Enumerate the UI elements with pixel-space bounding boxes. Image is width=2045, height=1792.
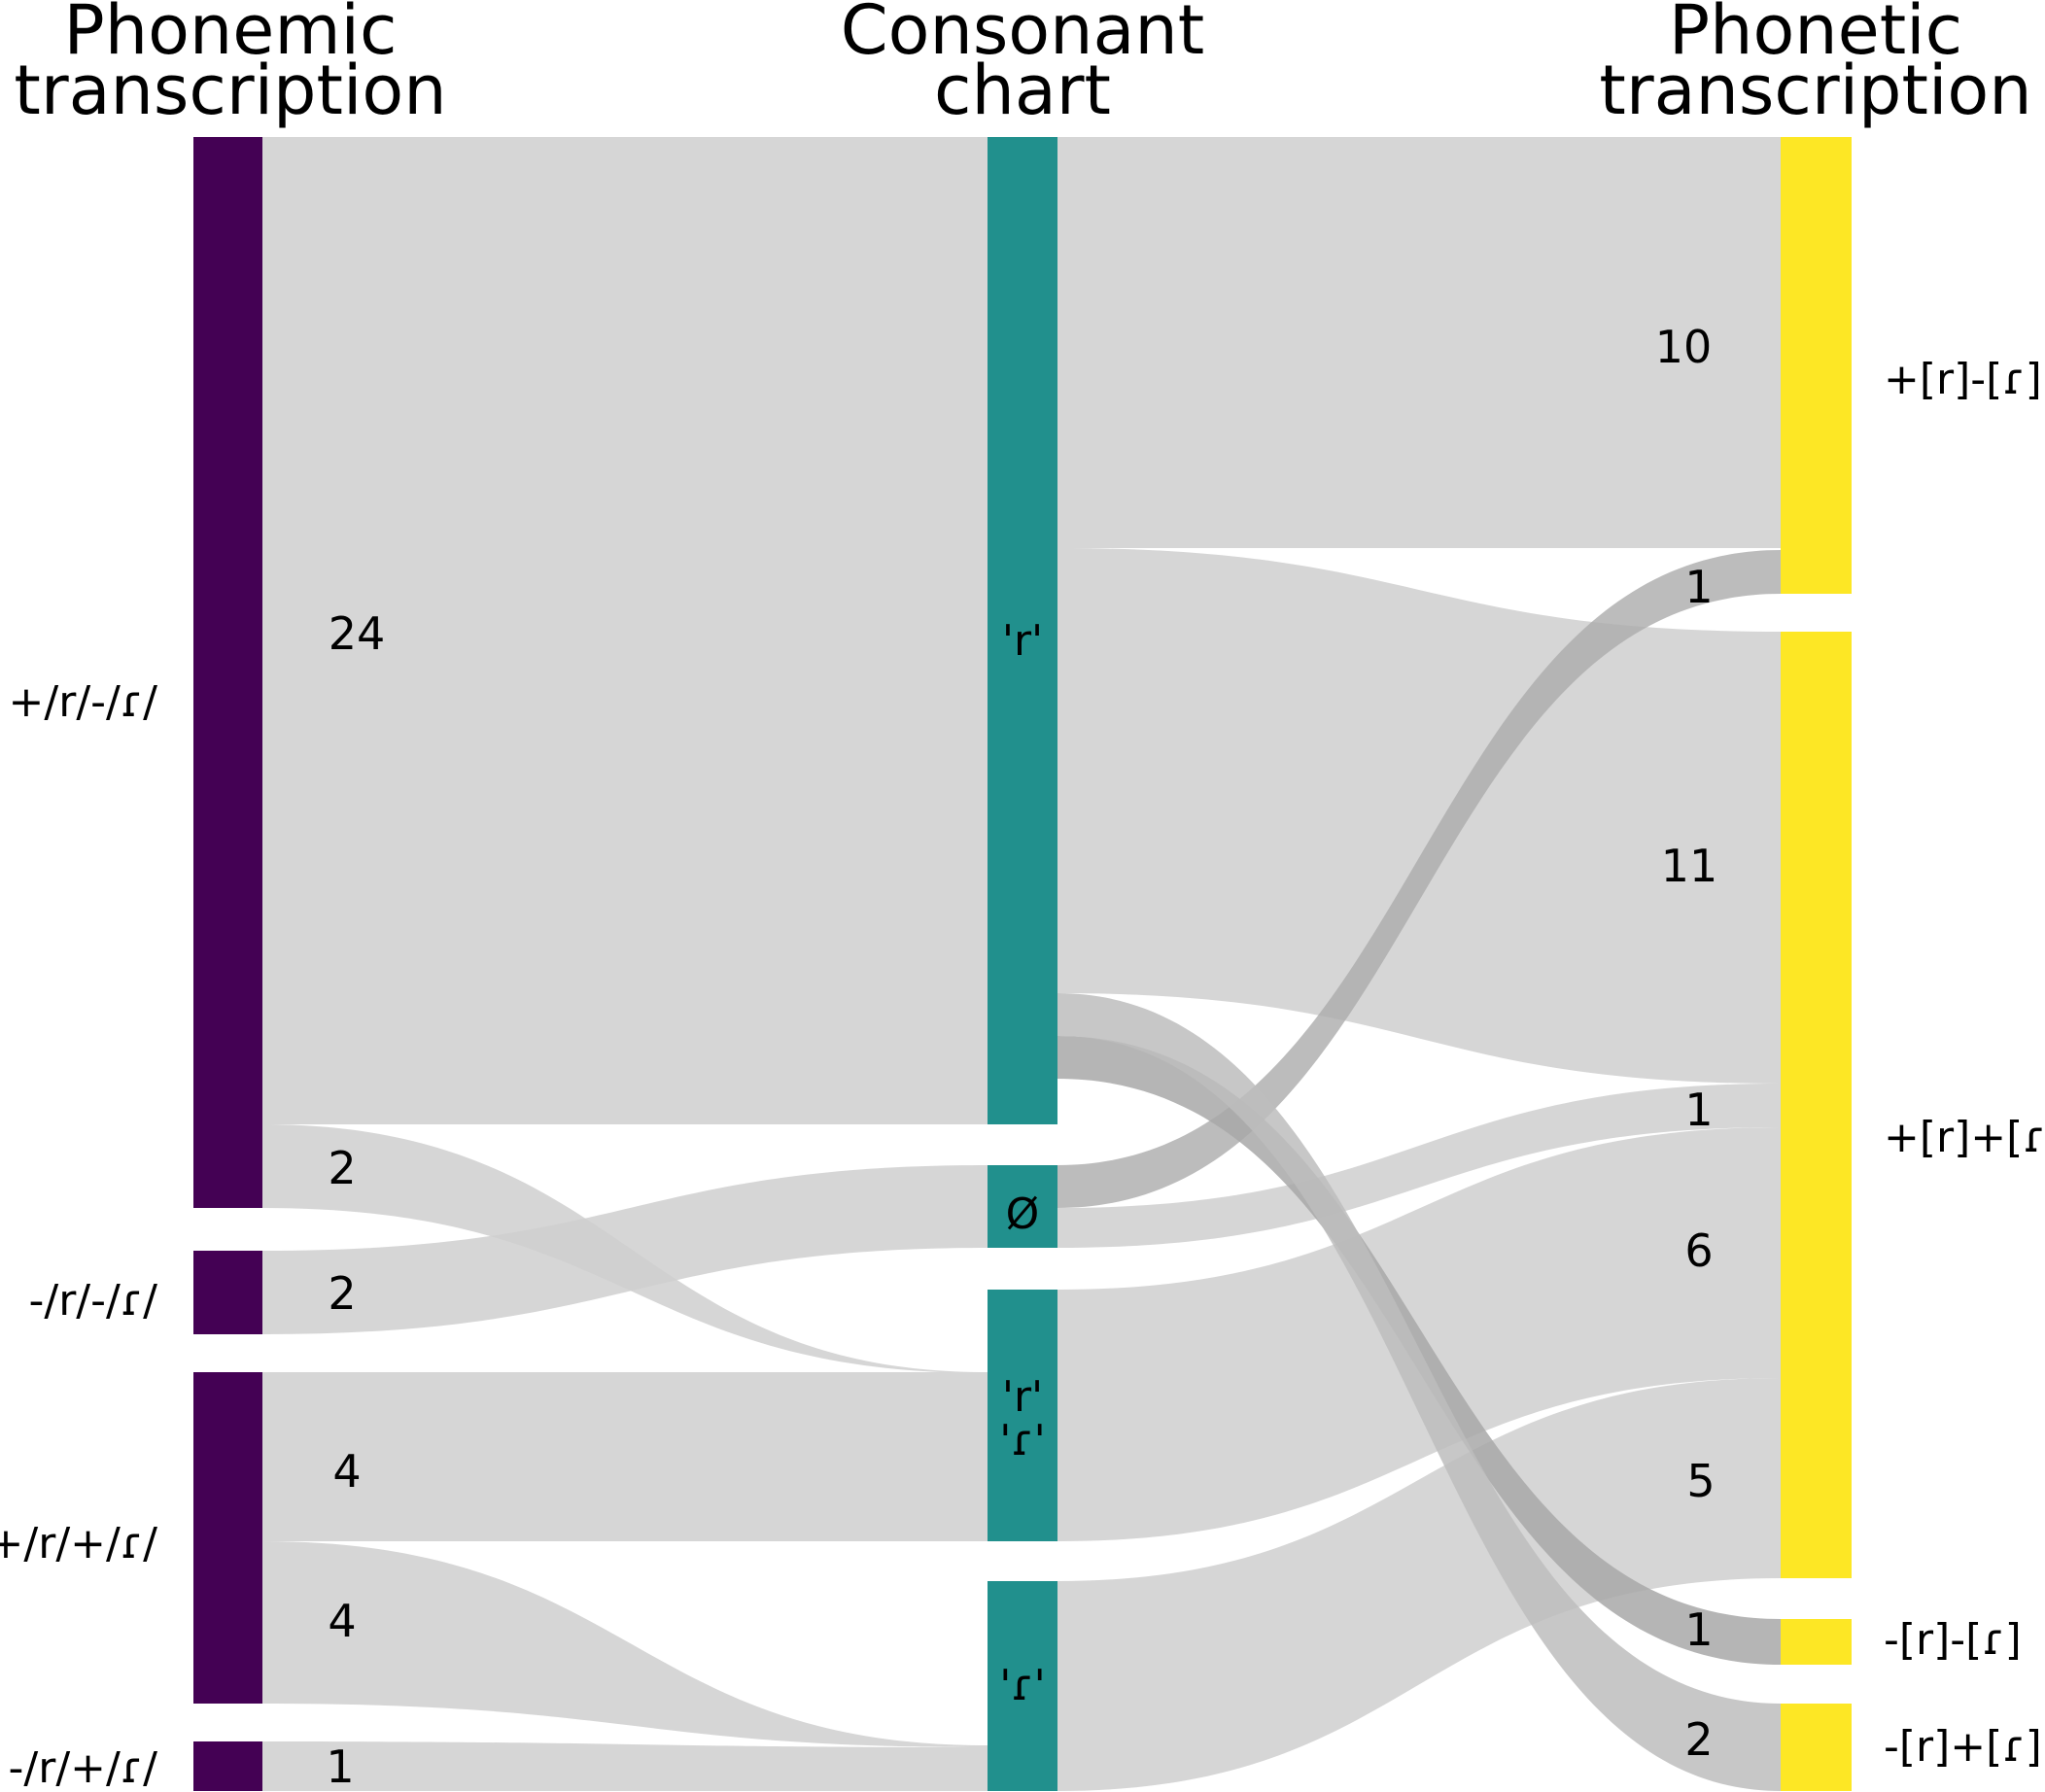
flow-value-label: 10	[1655, 321, 1713, 373]
middle-node-label: 'ɾ'	[999, 1416, 1046, 1465]
right-node-4	[1781, 1704, 1852, 1791]
flow-link	[262, 1741, 988, 1791]
flow-value-labels-left: 24 2 2 4 4 1	[326, 607, 385, 1792]
left-column-title-line1: Phonemic	[64, 0, 398, 70]
flow-value-label: 1	[1684, 1603, 1713, 1656]
flow-value-label: 2	[328, 1142, 356, 1194]
left-column-title-line2: transcription	[14, 51, 446, 130]
flow-value-label: 6	[1684, 1224, 1713, 1277]
left-node-3	[193, 1372, 262, 1704]
left-node-2	[193, 1251, 262, 1334]
flow-link	[1057, 1084, 1781, 1248]
flows-middle-to-right	[1057, 137, 1781, 1791]
right-column-title-line2: transcription	[1599, 51, 2031, 130]
column-titles: Phonemic transcription Consonant chart P…	[14, 0, 2031, 130]
flow-link	[262, 1541, 988, 1747]
middle-node-1	[988, 137, 1057, 1124]
flow-link	[1057, 550, 1781, 1208]
flow-link	[262, 1165, 988, 1334]
right-node-1	[1781, 137, 1852, 594]
middle-node-2	[988, 1165, 1057, 1248]
flows-left-to-middle	[262, 137, 988, 1791]
flow-value-label: 1	[326, 1740, 354, 1792]
middle-node-4	[988, 1581, 1057, 1791]
flow-link	[1057, 137, 1781, 548]
flow-value-label: 1	[1684, 561, 1713, 613]
flow-value-label: 2	[328, 1267, 356, 1320]
right-node-3	[1781, 1619, 1852, 1665]
flow-link	[1057, 1378, 1781, 1791]
left-node-label: +/r/+/ɾ/	[0, 1519, 157, 1568]
flow-value-label: 24	[329, 607, 386, 660]
flow-value-labels-right: 10 1 11 1 6 5 1 2	[1655, 321, 1718, 1766]
flow-value-label: 4	[328, 1595, 356, 1647]
middle-nodes	[988, 137, 1057, 1791]
flow-value-label: 1	[1684, 1084, 1713, 1136]
flow-link	[1057, 548, 1781, 1084]
middle-node-label: 'ɾ'	[999, 1661, 1046, 1710]
left-node-labels: +/r/-/ɾ/ -/r/-/ɾ/ +/r/+/ɾ/ -/r/+/ɾ/	[0, 677, 157, 1792]
right-node-label: -[r]+[ɾ]	[1884, 1722, 2042, 1772]
right-node-labels: +[r]-[ɾ] +[r]+[ɾ] -[r]-[ɾ] -[r]+[ɾ]	[1884, 355, 2045, 1772]
flow-link	[262, 137, 988, 1124]
flow-link	[262, 1372, 988, 1541]
middle-node-label: 'r'	[1002, 1372, 1043, 1422]
right-node-label: +[r]-[ɾ]	[1884, 355, 2042, 404]
left-node-label: -/r/-/ɾ/	[29, 1276, 158, 1326]
flow-value-label: 2	[1684, 1713, 1713, 1766]
middle-node-label: 'r'	[1002, 616, 1043, 666]
middle-column-title-line1: Consonant	[841, 0, 1204, 70]
left-node-label: +/r/-/ɾ/	[9, 677, 158, 727]
flow-value-label: 4	[332, 1445, 361, 1498]
flow-value-label: 5	[1686, 1455, 1715, 1507]
right-node-2	[1781, 632, 1852, 1578]
left-node-4	[193, 1741, 262, 1791]
right-node-label: +[r]+[ɾ]	[1884, 1113, 2045, 1162]
left-nodes	[193, 137, 262, 1791]
flow-link	[1057, 993, 1781, 1791]
left-node-1	[193, 137, 262, 1208]
right-nodes	[1781, 137, 1852, 1791]
right-column-title-line1: Phonetic	[1669, 0, 1962, 70]
middle-node-3	[988, 1290, 1057, 1541]
middle-node-labels: 'r' Ø 'r' 'ɾ' 'ɾ'	[999, 616, 1046, 1710]
middle-column-title-line2: chart	[934, 51, 1111, 130]
middle-node-label: Ø	[1006, 1189, 1040, 1239]
left-node-label: -/r/+/ɾ/	[9, 1743, 158, 1792]
flow-value-label: 11	[1661, 840, 1718, 892]
right-node-label: -[r]-[ɾ]	[1884, 1615, 2022, 1665]
